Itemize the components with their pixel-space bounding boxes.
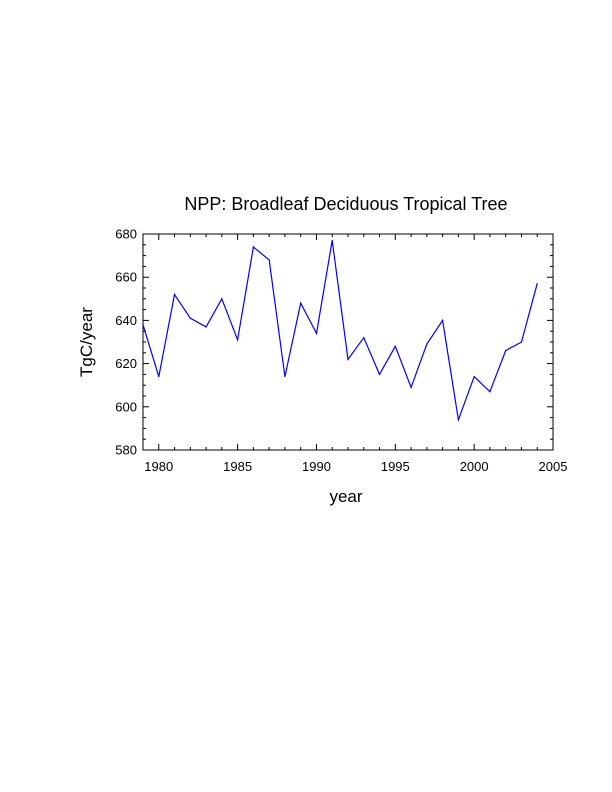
y-tick-label: 600 xyxy=(115,399,137,414)
data-point xyxy=(221,298,223,300)
data-point xyxy=(331,239,333,242)
y-axis-title: TgC/year xyxy=(77,307,96,377)
x-tick-label: 2005 xyxy=(539,459,568,474)
data-point xyxy=(363,337,365,339)
axis-ticks xyxy=(142,233,554,451)
data-point xyxy=(268,259,270,261)
x-tick-label: 1990 xyxy=(302,459,331,474)
data-point xyxy=(489,391,491,393)
data-point xyxy=(173,293,176,296)
y-tick-label: 580 xyxy=(115,443,137,458)
data-point xyxy=(426,343,428,345)
data-point xyxy=(347,358,349,360)
y-tick-label: 660 xyxy=(115,270,137,285)
data-point xyxy=(315,332,318,334)
series-line xyxy=(142,240,538,423)
x-tick-label: 1980 xyxy=(144,459,173,474)
y-tick-label: 620 xyxy=(115,356,137,371)
data-point xyxy=(300,302,302,304)
data-point xyxy=(252,246,254,248)
x-axis-title: year xyxy=(329,487,362,506)
data-point xyxy=(520,341,523,343)
data-point xyxy=(536,283,538,285)
x-tick-label: 2000 xyxy=(460,459,489,474)
data-point xyxy=(378,373,381,375)
data-point xyxy=(142,324,144,326)
plot-axes xyxy=(142,233,554,451)
data-point xyxy=(505,350,507,352)
data-point xyxy=(410,386,412,388)
data-series xyxy=(142,239,538,423)
y-tick-label: 640 xyxy=(115,313,137,328)
x-tick-label: 1985 xyxy=(223,459,252,474)
data-point xyxy=(457,419,459,421)
chart-title: NPP: Broadleaf Deciduous Tropical Tree xyxy=(184,194,507,214)
y-tick-label: 680 xyxy=(115,227,137,242)
data-point xyxy=(442,319,444,321)
data-point xyxy=(473,375,475,378)
data-point xyxy=(394,345,396,347)
x-tick-label: 1995 xyxy=(381,459,410,474)
plot-frame xyxy=(142,233,554,451)
data-point xyxy=(158,375,160,378)
data-point xyxy=(205,326,207,328)
data-point xyxy=(237,339,239,341)
axis-tick-labels: 1980 1985 1990 1995 2000 2005 580 600 620 640 660 6… xyxy=(115,227,567,475)
data-point xyxy=(189,317,191,319)
data-point xyxy=(284,375,286,378)
